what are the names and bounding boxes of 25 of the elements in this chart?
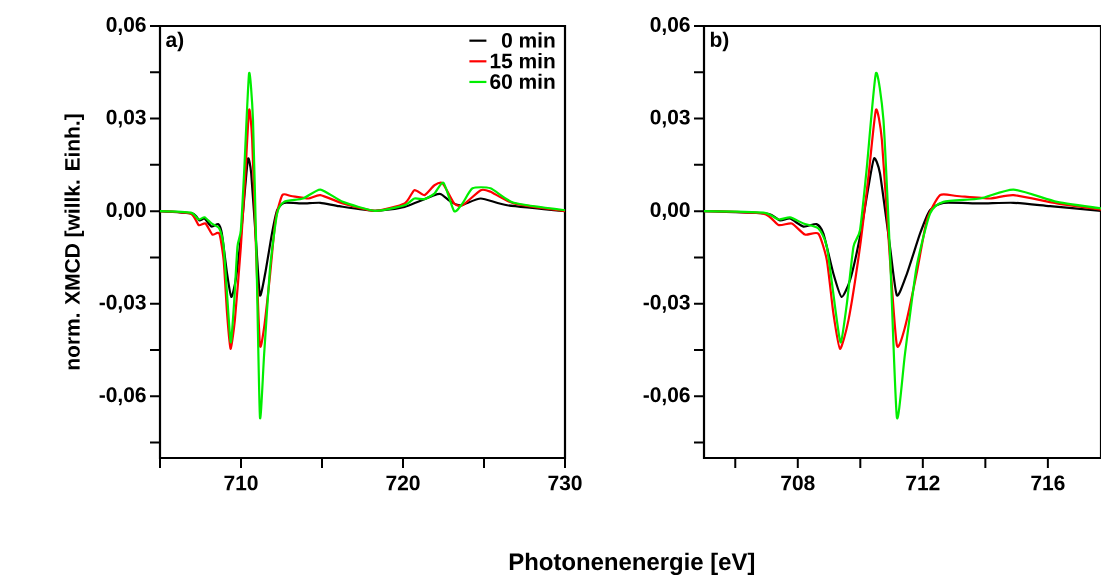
y-tick-label: 0,00 <box>106 202 146 221</box>
y-tick-label: 0,06 <box>650 17 690 35</box>
y-tick-label: 0,06 <box>106 17 146 35</box>
legend-label: 15 min <box>490 52 555 69</box>
x-tick-label: 716 <box>1031 475 1065 491</box>
x-axis-title: Photonenenergie [eV] <box>509 552 755 576</box>
annotation: b) <box>710 31 729 52</box>
x-tick-label: 708 <box>781 475 815 491</box>
line-series <box>158 72 567 419</box>
legend-label: 60 min <box>490 73 555 89</box>
y-tick-label: -0,03 <box>643 294 690 313</box>
y-axis-title: norm. XMCD [willk. Einh.] <box>64 114 84 370</box>
y-tick-label: -0,06 <box>99 387 146 406</box>
legend-label: 0 min <box>501 32 555 48</box>
x-tick-label: 730 <box>548 475 582 491</box>
y-tick-label: -0,06 <box>643 387 690 406</box>
x-tick-label: 710 <box>224 475 258 491</box>
y-tick-label: 0,03 <box>650 109 690 128</box>
annotation: a) <box>166 31 184 52</box>
y-tick-label: 0,03 <box>106 109 146 128</box>
y-tick-label: 0,00 <box>650 202 690 221</box>
x-tick-label: 712 <box>906 475 940 491</box>
x-tick-label: 720 <box>386 475 420 491</box>
y-tick-label: -0,03 <box>99 294 146 313</box>
line-series <box>702 72 1101 419</box>
